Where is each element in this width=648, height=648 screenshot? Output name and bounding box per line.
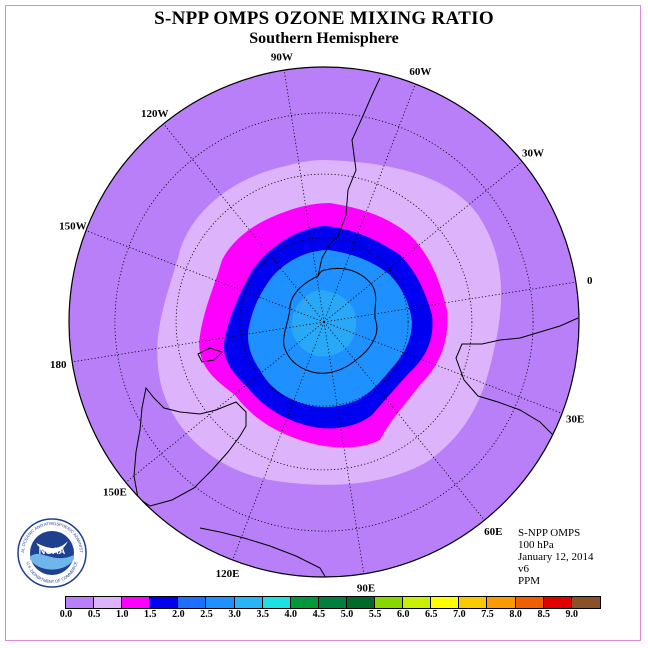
colorbar-tick-label: 5.0 xyxy=(340,609,354,620)
colorbar-labels: 0.0 0.5 1.0 1.5 2.0 2.5 3.0 3.5 4.0 4.5 5.0 5.5 6.0 6… xyxy=(0,609,648,623)
coastlines xyxy=(133,77,579,577)
longitude-label: 150W xyxy=(59,221,87,233)
latitude-circle xyxy=(175,173,473,471)
map-title: S-NPP OMPS OZONE MIXING RATIO xyxy=(154,8,494,29)
colorbar-segment xyxy=(178,597,207,608)
south-america-coastline xyxy=(337,77,381,237)
colorbar-segment xyxy=(459,597,488,608)
latitude-circle xyxy=(114,112,534,532)
colorbar-tick-label: 7.5 xyxy=(481,609,494,620)
longitude-label: 90W xyxy=(271,51,293,63)
colorbar-tick-label: 2.5 xyxy=(200,609,213,620)
info-date: January 12, 2014 xyxy=(518,551,594,563)
longitude-label: 30E xyxy=(566,413,584,425)
figure-frame xyxy=(5,5,641,641)
indonesia-coastline xyxy=(199,527,327,577)
info-instrument: S-NPP OMPS xyxy=(518,527,581,539)
info-version: v6 xyxy=(518,563,529,575)
colorbar-segment xyxy=(346,597,376,608)
longitude-label: 180 xyxy=(50,359,67,371)
longitude-label: 120E xyxy=(216,568,240,580)
info-level: 100 hPa xyxy=(518,539,554,551)
longitude-label: 60E xyxy=(484,526,502,538)
longitude-label: 90E xyxy=(357,583,375,595)
colorbar-segment xyxy=(318,597,347,608)
longitude-label: 150E xyxy=(103,486,127,498)
colorbar-segment xyxy=(66,597,95,608)
colorbar-tick-label: 6.5 xyxy=(425,609,438,620)
colorbar-tick-label: 3.0 xyxy=(228,609,241,620)
colorbar-segment xyxy=(431,597,460,608)
info-units: PPM xyxy=(518,575,541,587)
colorbar-tick-label: 4.0 xyxy=(284,609,298,620)
antarctic-peninsula-coastline xyxy=(317,235,339,277)
colorbar-segment xyxy=(543,597,572,608)
colorbar-segment xyxy=(515,597,544,608)
latitude-circle xyxy=(239,237,409,407)
colorbar-tick-label: 1.0 xyxy=(115,609,129,620)
colorbar-segment xyxy=(262,597,291,608)
colorbar-segment xyxy=(206,597,235,608)
longitude-label: 30W xyxy=(522,148,544,160)
colorbar-segment xyxy=(150,597,179,608)
colorbar-tick-label: 3.5 xyxy=(256,609,269,620)
ozone-band-5 xyxy=(291,290,356,357)
colorbar-segment xyxy=(403,597,432,608)
new-zealand-coastline xyxy=(197,347,223,363)
colorbar-segment xyxy=(122,597,151,608)
longitude-label: 120W xyxy=(141,108,169,120)
map-subtitle: Southern Hemisphere xyxy=(249,30,399,47)
australia-coastline xyxy=(133,386,247,507)
colorbar-tick-label: 7.0 xyxy=(453,609,466,620)
colorbar-tick-label: 5.5 xyxy=(368,609,382,620)
colorbar xyxy=(65,596,601,609)
longitude-labels: 90W 60W 30W 0 30E 60E 90E 120E 150E 180 150W 120W xyxy=(50,51,593,594)
colorbar-segment xyxy=(290,597,319,608)
colorbar-segment xyxy=(234,597,263,608)
antarctica-coastline xyxy=(283,267,378,374)
colorbar-tick-label: 8.0 xyxy=(509,609,522,620)
colorbar-segment xyxy=(375,597,404,608)
colorbar-segment xyxy=(94,597,123,608)
noaa-logo: NOAA NATIONAL OCEANIC AND ATMOSPHERIC AD… xyxy=(16,517,87,588)
colorbar-tick-label: 4.5 xyxy=(312,609,326,620)
africa-coastline xyxy=(455,317,579,439)
noaa-logo-text: NOAA xyxy=(39,546,66,556)
colorbar-tick-label: 2.0 xyxy=(172,609,185,620)
longitude-label: 0 xyxy=(587,275,593,287)
colorbar-tick-label: 6.0 xyxy=(396,609,410,620)
longitude-label: 60W xyxy=(409,66,431,78)
colorbar-tick-label: 9.0 xyxy=(565,609,579,620)
colorbar-tick-label: 0.0 xyxy=(59,609,73,620)
colorbar-tick-label: 1.5 xyxy=(144,609,157,620)
info-panel: S-NPP OMPS 100 hPa January 12, 2014 v6 P… xyxy=(518,527,593,587)
map-boundary xyxy=(68,66,580,578)
graticule xyxy=(72,70,576,574)
colorbar-tick-label: 0.5 xyxy=(87,609,101,620)
colorbar-segment xyxy=(571,597,600,608)
colorbar-segment xyxy=(487,597,516,608)
colorbar-tick-label: 8.5 xyxy=(537,609,550,620)
